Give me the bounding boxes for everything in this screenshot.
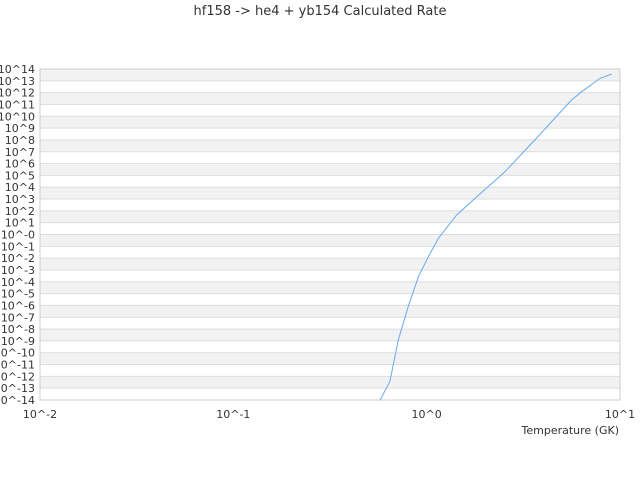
grid-band [40, 92, 620, 105]
grid-band [40, 234, 620, 247]
y-tick-label: 10^-10 [0, 347, 35, 360]
grid-band [40, 376, 620, 389]
grid-band [40, 281, 620, 294]
y-tick-label: 10^13 [0, 75, 35, 88]
y-tick-label: 10^-5 [1, 288, 35, 301]
grid-band [40, 139, 620, 152]
y-tick-label: 10^-8 [1, 323, 35, 336]
y-tick-label: 10^11 [0, 98, 35, 111]
chart-title: hf158 -> he4 + yb154 Calculated Rate [193, 4, 447, 19]
y-tick-label: 10^-1 [1, 240, 35, 253]
grid-band [40, 69, 620, 81]
y-tick-label: 10^7 [5, 146, 35, 159]
x-tick-label: 10^0 [412, 408, 442, 421]
grid-band [40, 352, 620, 365]
y-tick-label: 10^-12 [0, 370, 35, 383]
series-line [379, 73, 612, 401]
y-tick-label: 10^-0 [1, 229, 35, 242]
plot-border [39, 68, 621, 401]
grid-band [40, 305, 620, 318]
y-tick-label: 10^8 [5, 134, 35, 147]
y-tick-label: 10^-4 [1, 276, 35, 289]
y-tick-label: 10^10 [0, 110, 35, 123]
y-tick-label: 10^-7 [1, 311, 35, 324]
y-tick-label: 10^4 [5, 181, 35, 194]
y-tick-label: 10^14 [0, 63, 35, 76]
y-tick-label: 10^-6 [1, 299, 35, 312]
grid-band [40, 163, 620, 176]
x-tick-label: 10^1 [605, 408, 635, 421]
y-tick-label: 10^9 [5, 122, 35, 135]
y-tick-label: 10^-11 [0, 359, 35, 372]
y-tick-label: 10^2 [5, 205, 35, 218]
grid-band [40, 187, 620, 200]
y-tick-label: 10^-2 [1, 252, 35, 265]
y-tick-label: 10^-9 [1, 335, 35, 348]
y-tick-label: 10^12 [0, 87, 35, 100]
grid-band [40, 329, 620, 341]
y-tick-label: 10^-13 [0, 382, 35, 395]
y-tick-label: 10^6 [5, 158, 35, 171]
grid-band [40, 210, 620, 223]
y-tick-label: 10^1 [5, 217, 35, 230]
y-tick-label: 10^3 [5, 193, 35, 206]
y-tick-label: 10^5 [5, 169, 35, 182]
grid-band [40, 116, 620, 129]
x-tick-label: 10^-2 [23, 408, 57, 421]
x-axis-label: Temperature (GK) [521, 424, 620, 437]
x-tick-label: 10^-1 [216, 408, 250, 421]
grid-band [40, 258, 620, 270]
y-tick-label: 10^-3 [1, 264, 35, 277]
y-tick-label: 10^-14 [0, 394, 35, 407]
